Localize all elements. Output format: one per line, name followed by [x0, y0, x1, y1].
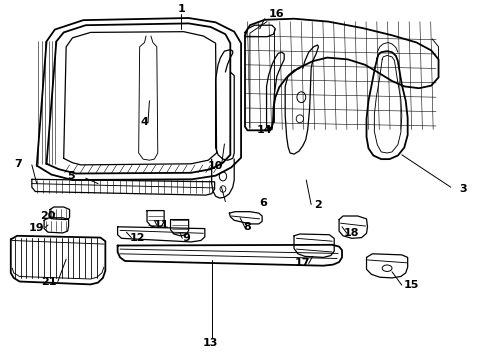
Text: 5: 5: [67, 171, 75, 181]
Text: 8: 8: [243, 222, 251, 232]
Text: 1: 1: [177, 4, 185, 14]
Text: 21: 21: [41, 276, 57, 287]
Text: 9: 9: [182, 233, 190, 243]
Text: 14: 14: [257, 125, 272, 135]
Text: 7: 7: [15, 159, 23, 169]
Text: 13: 13: [203, 338, 219, 348]
Text: 20: 20: [40, 211, 55, 221]
Text: 12: 12: [129, 233, 145, 243]
Text: 19: 19: [29, 222, 45, 233]
Text: 11: 11: [154, 220, 170, 230]
Text: 4: 4: [141, 117, 148, 127]
Text: 10: 10: [208, 161, 223, 171]
Text: 15: 15: [404, 280, 419, 290]
Text: 18: 18: [344, 228, 360, 238]
Text: 17: 17: [295, 258, 311, 268]
Text: 2: 2: [314, 200, 321, 210]
Text: 3: 3: [459, 184, 467, 194]
Text: 6: 6: [260, 198, 268, 208]
Text: 16: 16: [269, 9, 285, 19]
